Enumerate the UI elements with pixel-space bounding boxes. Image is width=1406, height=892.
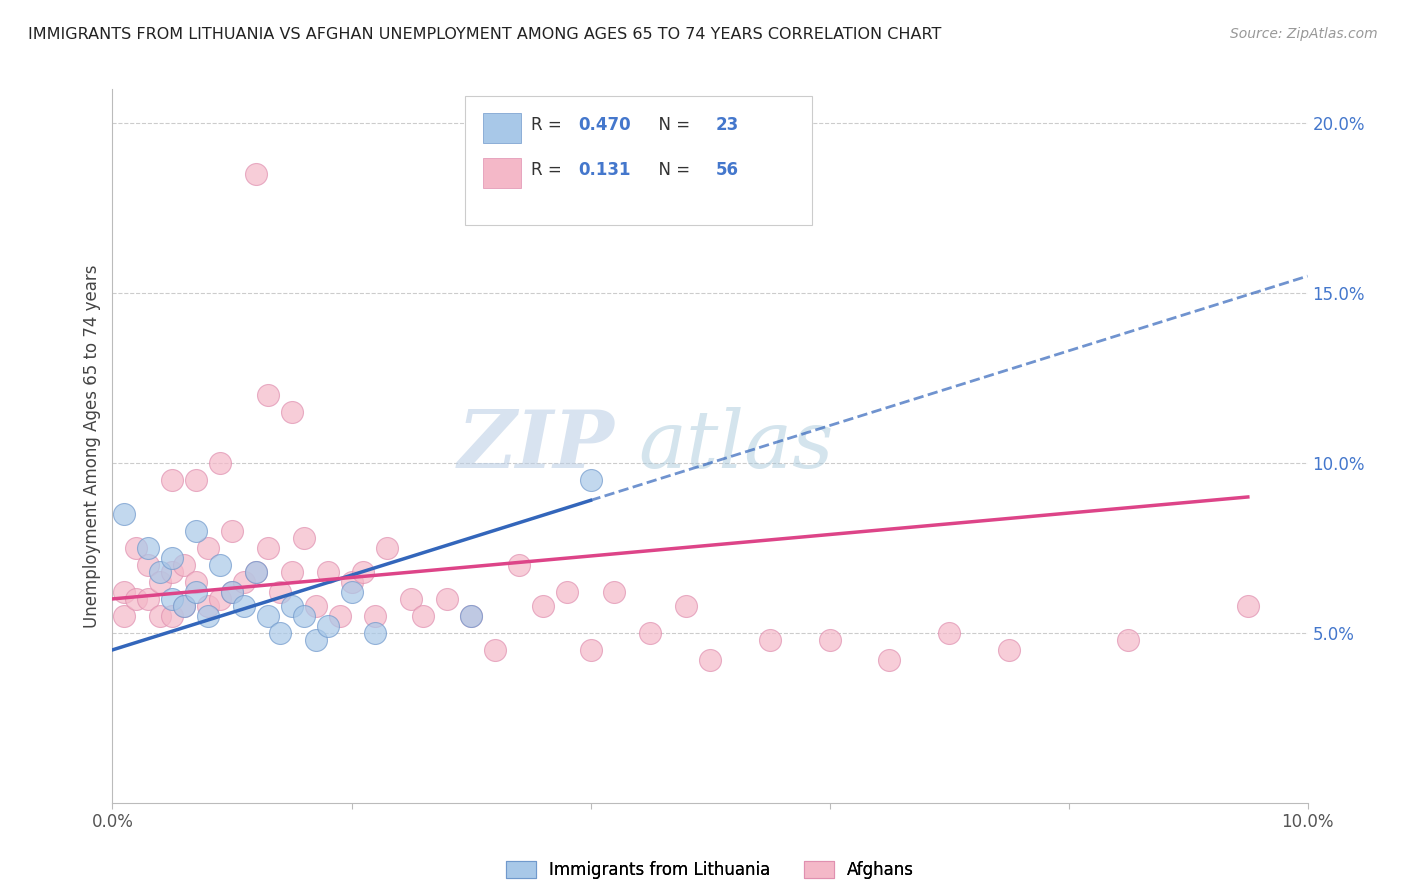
Point — [699, 653, 721, 667]
Point — [173, 599, 195, 613]
Text: 0.131: 0.131 — [579, 161, 631, 178]
FancyBboxPatch shape — [484, 158, 522, 187]
Point — [257, 608, 280, 623]
Point — [125, 591, 148, 606]
Point — [162, 608, 183, 623]
Point — [197, 541, 219, 555]
Point — [377, 541, 399, 555]
Point — [603, 585, 626, 599]
Point — [340, 574, 363, 589]
Legend: Immigrants from Lithuania, Afghans: Immigrants from Lithuania, Afghans — [498, 853, 922, 888]
Point — [364, 608, 387, 623]
Point — [221, 585, 243, 599]
Point — [114, 608, 135, 623]
FancyBboxPatch shape — [465, 96, 811, 225]
Point — [232, 599, 256, 613]
Text: 56: 56 — [716, 161, 740, 178]
Point — [114, 507, 135, 521]
Point — [484, 184, 506, 198]
Text: R =: R = — [531, 116, 567, 134]
Point — [149, 608, 172, 623]
Point — [328, 608, 352, 623]
Text: 23: 23 — [716, 116, 740, 134]
Point — [186, 574, 208, 589]
Point — [186, 473, 208, 487]
Point — [316, 619, 339, 633]
Y-axis label: Unemployment Among Ages 65 to 74 years: Unemployment Among Ages 65 to 74 years — [83, 264, 101, 628]
Point — [173, 599, 195, 613]
Point — [304, 599, 326, 613]
Point — [316, 565, 339, 579]
Point — [197, 608, 219, 623]
Text: ZIP: ZIP — [457, 408, 614, 484]
Point — [125, 541, 148, 555]
Point — [149, 565, 172, 579]
Point — [162, 565, 183, 579]
Point — [998, 643, 1021, 657]
Point — [162, 591, 183, 606]
Point — [292, 531, 315, 545]
Text: N =: N = — [648, 116, 695, 134]
Point — [877, 653, 901, 667]
Point — [208, 558, 231, 572]
Point — [579, 643, 602, 657]
Point — [138, 591, 160, 606]
Point — [162, 473, 183, 487]
Point — [173, 558, 195, 572]
Text: 0.470: 0.470 — [579, 116, 631, 134]
Point — [292, 608, 315, 623]
Point — [531, 599, 554, 613]
Text: IMMIGRANTS FROM LITHUANIA VS AFGHAN UNEMPLOYMENT AMONG AGES 65 TO 74 YEARS CORRE: IMMIGRANTS FROM LITHUANIA VS AFGHAN UNEM… — [28, 27, 942, 42]
Point — [281, 565, 304, 579]
Point — [221, 524, 243, 538]
Point — [257, 541, 280, 555]
Point — [1118, 632, 1140, 647]
Point — [149, 574, 172, 589]
Point — [114, 585, 135, 599]
Point — [269, 585, 291, 599]
Point — [221, 585, 243, 599]
Point — [460, 608, 482, 623]
Point — [208, 591, 231, 606]
Point — [257, 388, 280, 402]
Point — [245, 565, 267, 579]
Point — [245, 565, 267, 579]
Point — [281, 599, 304, 613]
Point — [484, 643, 506, 657]
Point — [1237, 599, 1260, 613]
Point — [138, 558, 160, 572]
Point — [245, 167, 267, 181]
Point — [208, 456, 231, 470]
Text: atlas: atlas — [638, 408, 834, 484]
Point — [304, 632, 326, 647]
Point — [364, 626, 387, 640]
Point — [232, 574, 256, 589]
Text: N =: N = — [648, 161, 695, 178]
Point — [759, 632, 782, 647]
Point — [412, 608, 434, 623]
Point — [281, 405, 304, 419]
Point — [186, 585, 208, 599]
FancyBboxPatch shape — [484, 112, 522, 143]
Point — [401, 591, 423, 606]
Point — [579, 473, 602, 487]
Text: R =: R = — [531, 161, 572, 178]
Point — [638, 626, 662, 640]
Point — [436, 591, 458, 606]
Point — [938, 626, 960, 640]
Point — [138, 541, 160, 555]
Point — [508, 558, 530, 572]
Point — [555, 585, 578, 599]
Point — [162, 551, 183, 566]
Point — [186, 524, 208, 538]
Point — [460, 608, 482, 623]
Text: Source: ZipAtlas.com: Source: ZipAtlas.com — [1230, 27, 1378, 41]
Point — [340, 585, 363, 599]
Point — [675, 599, 697, 613]
Point — [818, 632, 841, 647]
Point — [352, 565, 374, 579]
Point — [197, 599, 219, 613]
Point — [269, 626, 291, 640]
